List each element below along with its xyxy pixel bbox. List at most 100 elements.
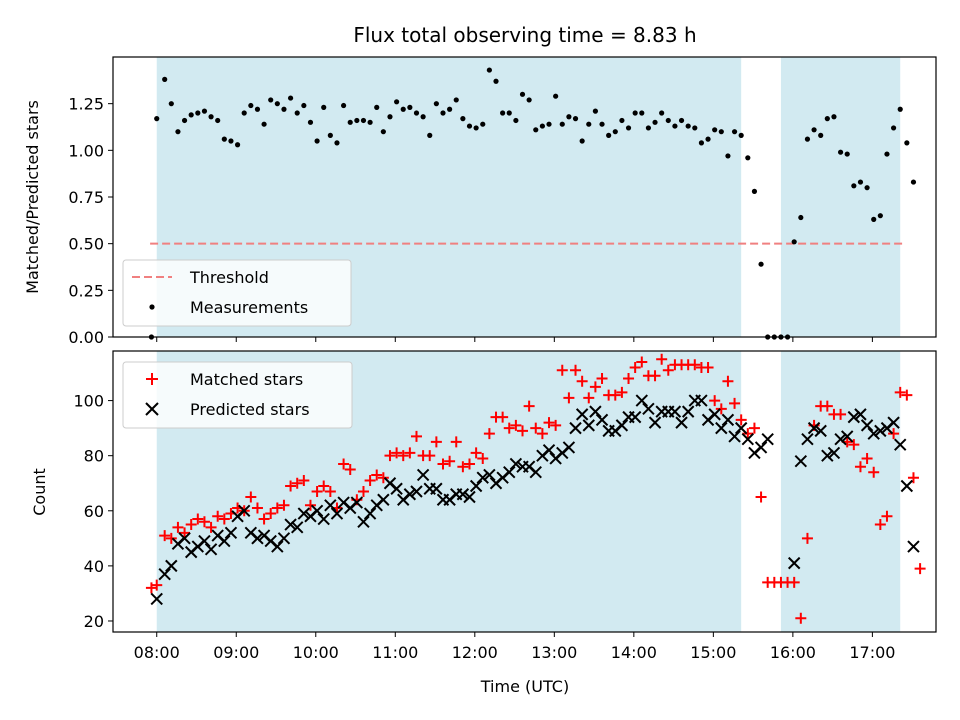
- ratio-y-axis: 0.00 0.25 0.50 0.75 1.00 1.25: [68, 95, 113, 347]
- matched-star-point-61: [550, 419, 562, 431]
- matched-star-point-74: [636, 356, 648, 368]
- measurement-point-14: [241, 110, 247, 116]
- measurement-point-50: [480, 121, 486, 127]
- measurement-point-99: [804, 136, 811, 142]
- measurement-point-113: [897, 106, 903, 112]
- measurement-point-52: [493, 78, 499, 84]
- predicted-star-point-18: [271, 540, 284, 553]
- predicted-star-point-84: [708, 408, 721, 421]
- matched-star-point-55: [510, 419, 522, 431]
- matched-star-point-115: [907, 472, 919, 484]
- measurement-point-81: [685, 123, 691, 129]
- matched-star-point-92: [755, 491, 767, 503]
- matched-star-point-23: [298, 474, 310, 486]
- matched-star-point-47: [457, 461, 469, 473]
- measurement-point-90: [745, 155, 751, 161]
- measurement-point-29: [340, 102, 347, 109]
- measurement-point-1: [154, 116, 160, 122]
- measurement-point-8: [201, 108, 208, 114]
- matched-star-point-29: [338, 458, 350, 470]
- measurement-point-87: [725, 153, 731, 159]
- ratio-legend-box: [122, 259, 352, 327]
- measurement-point-19: [274, 101, 280, 107]
- predicted-star-point-105: [867, 427, 880, 440]
- predicted-star-point-64: [575, 408, 589, 421]
- ratio-y-axis-label: Matched/Predicted stars: [23, 100, 42, 294]
- measurement-point-71: [619, 117, 625, 124]
- matched-star-point-5: [179, 527, 191, 539]
- measurement-point-62: [559, 121, 565, 127]
- predicted-star-point-36: [390, 482, 403, 495]
- predicted-star-point-0: [150, 592, 163, 606]
- measurement-point-91: [751, 188, 758, 194]
- measurement-point-6: [188, 112, 194, 118]
- measurement-point-73: [632, 110, 638, 116]
- predicted-star-point-92: [761, 432, 774, 446]
- predicted-star-point-79: [675, 416, 688, 429]
- matched-star-point-106: [848, 439, 860, 451]
- predicted-star-point-25: [317, 512, 330, 526]
- predicted-star-point-108: [887, 416, 900, 429]
- predicted-star-point-30: [350, 496, 364, 509]
- measurement-point-43: [433, 101, 439, 107]
- predicted-star-point-32: [363, 507, 377, 520]
- predicted-star-point-7: [198, 534, 211, 548]
- matched-star-point-91: [748, 422, 760, 434]
- measurement-point-24: [307, 119, 314, 125]
- predicted-star-point-103: [854, 408, 867, 421]
- ratio-x-ticks: [156, 337, 873, 342]
- predicted-star-point-47: [463, 490, 476, 504]
- predicted-star-point-86: [721, 413, 735, 427]
- ratio-y-tick-label-1: 0.25: [68, 281, 104, 300]
- count-axes-frame: [112, 350, 937, 633]
- measurement-point-85: [712, 127, 718, 133]
- matched-star-point-64: [570, 364, 582, 376]
- measurement-point-34: [374, 104, 380, 110]
- matched-star-point-108: [861, 452, 873, 464]
- matched-star-point-102: [821, 400, 833, 412]
- observing-window-1: [780, 351, 901, 632]
- predicted-star-point-2: [165, 559, 178, 573]
- predicted-star-point-13: [237, 504, 251, 517]
- matched-star-point-53: [497, 411, 509, 423]
- measurement-point-16: [254, 106, 261, 112]
- measurement-point-88: [731, 129, 738, 135]
- predicted-star-point-95: [801, 432, 814, 446]
- predicted-star-point-42: [430, 482, 443, 495]
- measurement-point-20: [281, 106, 287, 112]
- measurement-point-115: [910, 179, 917, 185]
- predicted-star-point-39: [410, 485, 423, 498]
- measurement-point-44: [440, 110, 446, 116]
- measurement-point-80: [678, 117, 685, 124]
- time-x-tick-label-9: 17:00: [849, 643, 895, 662]
- measurement-point-56: [519, 91, 526, 97]
- measurement-point-97: [791, 239, 797, 245]
- measurement-point-78: [665, 117, 671, 124]
- measurement-points: [148, 67, 917, 340]
- matched-star-point-72: [623, 373, 635, 385]
- matched-star-point-114: [901, 389, 913, 401]
- predicted-star-point-97: [814, 424, 827, 438]
- count-y-tick-label-0: 20: [84, 612, 104, 631]
- measurement-point-12: [228, 138, 234, 144]
- measurement-point-112: [890, 125, 897, 131]
- predicted-star-point-75: [648, 416, 662, 429]
- measurement-point-77: [659, 110, 665, 116]
- measurement-point-17: [261, 121, 267, 127]
- matched-star-point-50: [477, 452, 489, 464]
- matched-star-point-73: [629, 362, 641, 374]
- measurement-point-46: [453, 97, 459, 103]
- predicted-star-point-63: [569, 421, 582, 435]
- count-y-tick-label-4: 100: [73, 392, 104, 411]
- predicted-star-point-110: [900, 479, 914, 493]
- matched-star-point-109: [868, 466, 880, 478]
- predicted-star-point-57: [529, 466, 542, 479]
- measurement-point-42: [427, 132, 433, 138]
- count-legend-box: [122, 361, 353, 429]
- matched-star-point-22: [291, 477, 303, 489]
- matched-star-point-26: [318, 480, 330, 492]
- matched-star-point-21: [285, 480, 297, 492]
- matched-star-point-2: [159, 530, 171, 542]
- measurement-point-49: [473, 125, 479, 131]
- ratio-y-tick-label-5: 1.25: [68, 95, 104, 114]
